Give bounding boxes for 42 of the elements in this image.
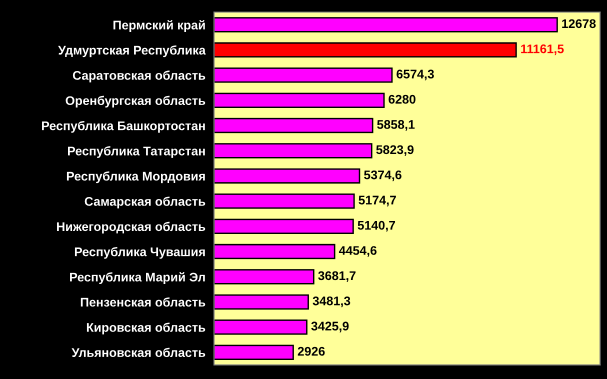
y-tick-label: Республика Чувашия bbox=[74, 246, 205, 259]
y-tick-label: Республика Мордовия bbox=[66, 171, 205, 184]
bar bbox=[214, 42, 517, 58]
bar bbox=[214, 143, 372, 158]
bar bbox=[214, 320, 308, 335]
bar bbox=[214, 269, 314, 284]
data-label: 3481,3 bbox=[312, 296, 350, 308]
y-tick-label: Республика Башкортостан bbox=[42, 120, 205, 133]
y-tick-label: Ульяновская область bbox=[72, 348, 206, 358]
data-label: 11161,5 bbox=[521, 44, 564, 56]
data-label: 12678 bbox=[562, 19, 596, 28]
data-label: 4454,6 bbox=[338, 246, 377, 257]
bar bbox=[214, 244, 336, 260]
data-label: 3425,9 bbox=[311, 322, 349, 332]
data-label: 5374,6 bbox=[364, 170, 402, 182]
data-label: 5858,1 bbox=[377, 120, 415, 131]
data-label: 6574,3 bbox=[396, 70, 434, 80]
bar bbox=[214, 344, 294, 360]
y-tick-label: Удмуртская Республика bbox=[58, 45, 206, 58]
bar bbox=[214, 194, 355, 209]
y-tick-label: Саратовская область bbox=[72, 70, 206, 82]
y-tick-label: Кировская область bbox=[86, 322, 206, 334]
y-tick-label: Самарская область bbox=[84, 196, 206, 208]
data-label: 6280 bbox=[388, 94, 416, 104]
data-label: 5174,7 bbox=[358, 196, 396, 206]
y-tick-label: Республика Татарстан bbox=[68, 146, 205, 158]
y-tick-label: Пермский край bbox=[113, 20, 205, 32]
bar bbox=[214, 294, 309, 310]
bar bbox=[214, 218, 354, 234]
y-tick-label: Республика Марий Эл bbox=[70, 272, 205, 284]
data-label: 5140,7 bbox=[358, 220, 396, 232]
bar bbox=[214, 118, 374, 134]
y-tick-label: Пензенская область bbox=[80, 297, 206, 307]
data-label: 2926 bbox=[298, 346, 325, 356]
y-tick-label: Оренбургская область bbox=[66, 96, 206, 108]
y-tick-label: Нижегородская область bbox=[57, 222, 206, 234]
bar bbox=[214, 68, 393, 83]
data-label: 5823,9 bbox=[376, 145, 414, 156]
data-label: 3681,7 bbox=[318, 271, 356, 282]
bar bbox=[214, 92, 385, 108]
bar bbox=[214, 17, 558, 32]
bar bbox=[214, 168, 360, 184]
